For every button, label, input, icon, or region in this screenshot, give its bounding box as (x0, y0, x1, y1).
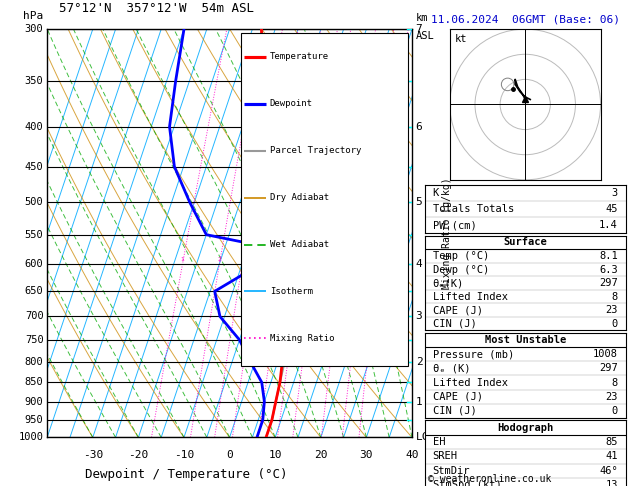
Text: Temp (°C): Temp (°C) (433, 251, 489, 261)
Text: SREH: SREH (433, 451, 458, 461)
Text: 1000: 1000 (18, 433, 43, 442)
Text: Dewp (°C): Dewp (°C) (433, 264, 489, 275)
Text: Most Unstable: Most Unstable (484, 335, 566, 345)
Text: 297: 297 (599, 278, 618, 288)
Text: Lifted Index: Lifted Index (433, 292, 508, 302)
Text: 25: 25 (374, 257, 382, 262)
Text: 2: 2 (218, 257, 221, 262)
Text: Lifted Index: Lifted Index (433, 378, 508, 387)
Text: 10: 10 (269, 450, 282, 460)
Text: CIN (J): CIN (J) (433, 319, 476, 329)
Text: CAPE (J): CAPE (J) (433, 392, 482, 402)
Text: PW (cm): PW (cm) (433, 220, 476, 230)
Text: -10: -10 (174, 450, 194, 460)
Text: 6: 6 (416, 122, 423, 132)
Text: 23: 23 (605, 305, 618, 315)
Text: Totals Totals: Totals Totals (433, 204, 514, 214)
Text: 20: 20 (314, 450, 328, 460)
Text: -30: -30 (82, 450, 103, 460)
Text: 8: 8 (299, 257, 304, 262)
Text: 900: 900 (25, 397, 43, 407)
Text: 600: 600 (25, 259, 43, 269)
Text: 23: 23 (605, 392, 618, 402)
Text: 0: 0 (226, 450, 233, 460)
Text: 350: 350 (25, 76, 43, 87)
Text: 6.3: 6.3 (599, 264, 618, 275)
Text: 400: 400 (25, 122, 43, 132)
Text: 6: 6 (282, 257, 286, 262)
Text: 500: 500 (25, 197, 43, 208)
Text: 700: 700 (25, 312, 43, 321)
Text: 0: 0 (611, 319, 618, 329)
Text: 4: 4 (416, 259, 423, 269)
Text: 550: 550 (25, 230, 43, 240)
Text: 750: 750 (25, 335, 43, 345)
Text: Temperature: Temperature (270, 52, 329, 61)
Text: 4: 4 (257, 257, 261, 262)
Text: 5: 5 (416, 197, 423, 208)
Text: 45: 45 (605, 204, 618, 214)
Text: StmSpd (kt): StmSpd (kt) (433, 480, 501, 486)
Text: 11.06.2024  06GMT (Base: 06): 11.06.2024 06GMT (Base: 06) (431, 15, 620, 25)
Text: 30: 30 (360, 450, 373, 460)
Text: 41: 41 (605, 451, 618, 461)
Text: Isotherm: Isotherm (270, 287, 313, 296)
Text: 1: 1 (416, 397, 423, 407)
Text: K: K (433, 188, 439, 198)
Text: StmDir: StmDir (433, 466, 470, 476)
Text: © weatheronline.co.uk: © weatheronline.co.uk (428, 473, 551, 484)
Text: 650: 650 (25, 286, 43, 296)
Text: 3: 3 (611, 188, 618, 198)
Text: Dry Adiabat: Dry Adiabat (270, 193, 329, 202)
Text: 40: 40 (405, 450, 419, 460)
Text: Parcel Trajectory: Parcel Trajectory (270, 146, 361, 155)
Text: Surface: Surface (503, 238, 547, 247)
Text: 20: 20 (359, 257, 367, 262)
Text: -20: -20 (128, 450, 148, 460)
Text: 13: 13 (605, 480, 618, 486)
Text: 3: 3 (240, 257, 244, 262)
Text: km: km (416, 13, 428, 23)
Text: 8.1: 8.1 (599, 251, 618, 261)
Text: 800: 800 (25, 357, 43, 367)
Text: EH: EH (433, 437, 445, 447)
Text: θₑ(K): θₑ(K) (433, 278, 464, 288)
Text: 3: 3 (416, 312, 423, 321)
Text: 1008: 1008 (593, 349, 618, 359)
Text: CAPE (J): CAPE (J) (433, 305, 482, 315)
Text: θₑ (K): θₑ (K) (433, 364, 470, 373)
Text: 850: 850 (25, 377, 43, 387)
Text: Mixing Ratio: Mixing Ratio (270, 334, 334, 343)
Text: 2: 2 (416, 357, 423, 367)
Text: CIN (J): CIN (J) (433, 406, 476, 416)
Text: Mixing Ratio (g/kg): Mixing Ratio (g/kg) (442, 177, 452, 289)
Text: kt: kt (454, 34, 467, 44)
Text: 8: 8 (611, 292, 618, 302)
Text: ASL: ASL (416, 31, 435, 41)
Text: 8: 8 (611, 378, 618, 387)
Text: 46°: 46° (599, 466, 618, 476)
Text: 0: 0 (611, 406, 618, 416)
Text: 7: 7 (416, 24, 423, 34)
Text: 300: 300 (25, 24, 43, 34)
Text: Dewpoint: Dewpoint (270, 99, 313, 108)
Text: 85: 85 (605, 437, 618, 447)
Text: 950: 950 (25, 415, 43, 425)
Text: 57°12'N  357°12'W  54m ASL: 57°12'N 357°12'W 54m ASL (59, 2, 254, 15)
Text: Dewpoint / Temperature (°C): Dewpoint / Temperature (°C) (84, 468, 287, 481)
Text: hPa: hPa (23, 11, 43, 21)
Text: 297: 297 (599, 364, 618, 373)
Text: Hodograph: Hodograph (497, 423, 554, 433)
Text: Wet Adiabat: Wet Adiabat (270, 240, 329, 249)
Text: LCL: LCL (416, 433, 436, 442)
Text: Pressure (mb): Pressure (mb) (433, 349, 514, 359)
Text: 450: 450 (25, 162, 43, 172)
Text: 1.4: 1.4 (599, 220, 618, 230)
Text: 1: 1 (181, 257, 184, 262)
Bar (240, 33, 408, 366)
Text: 15: 15 (339, 257, 347, 262)
Text: 10: 10 (312, 257, 320, 262)
